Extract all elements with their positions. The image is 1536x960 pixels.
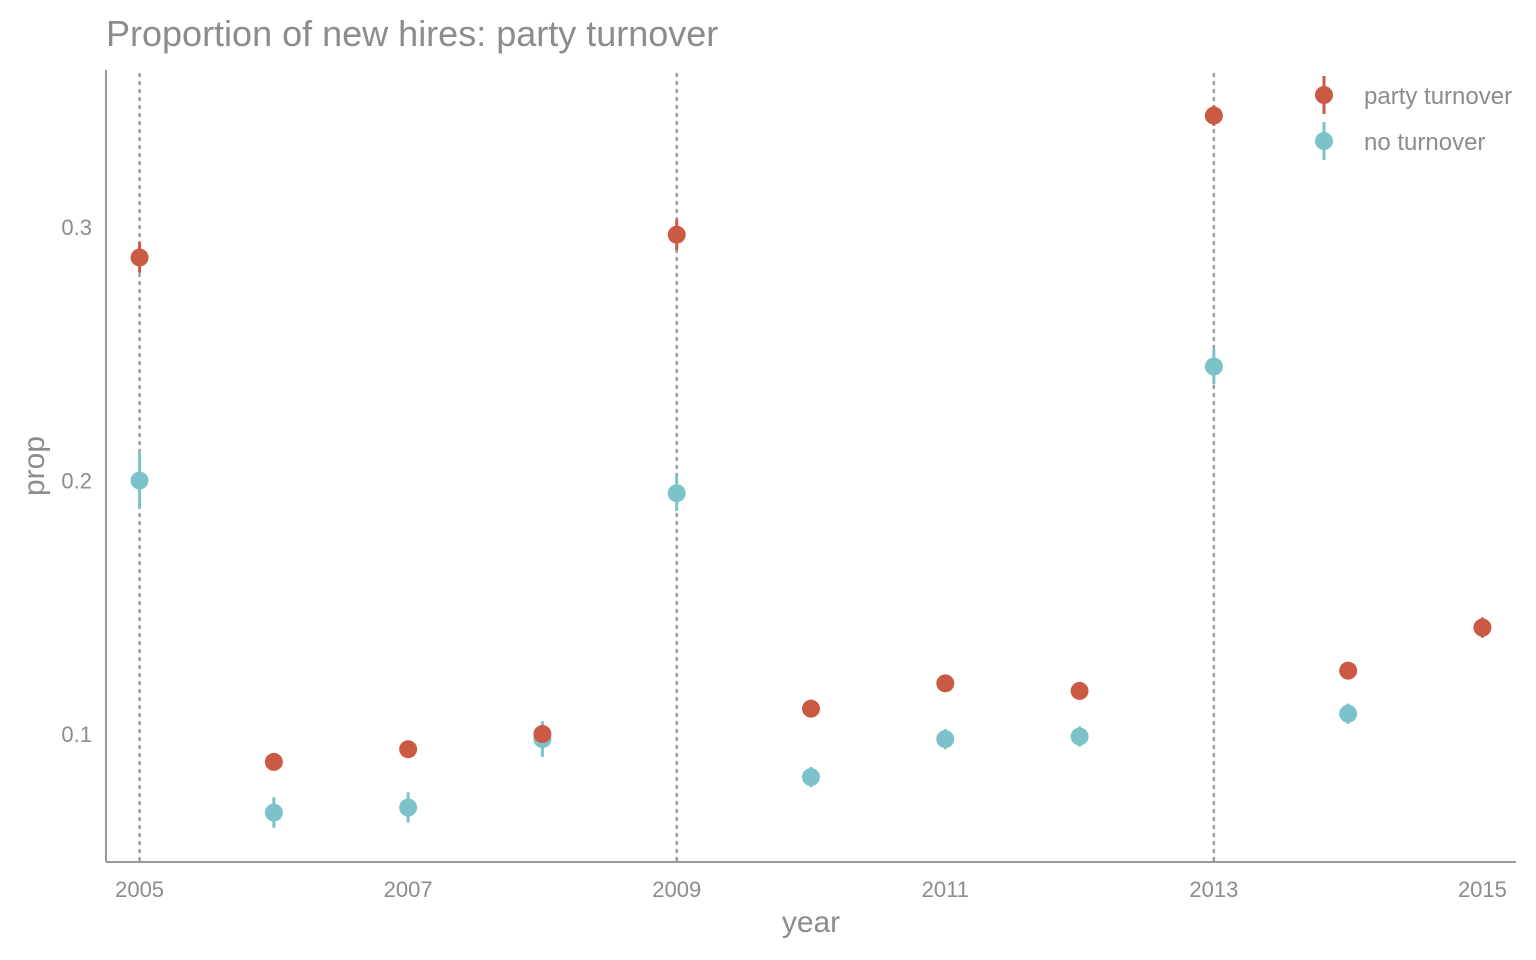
x-axis-title: year — [782, 906, 840, 939]
legend-key-point — [1315, 86, 1333, 104]
legend-label: party turnover — [1364, 83, 1512, 110]
legend-label: no turnover — [1364, 129, 1485, 156]
data-point — [264, 803, 283, 822]
legend-key-point — [1315, 132, 1333, 150]
data-point — [533, 725, 552, 744]
x-tick-label: 2005 — [115, 877, 164, 902]
data-point — [130, 471, 149, 490]
data-point — [936, 730, 955, 749]
chart-title: Proportion of new hires: party turnover — [106, 13, 718, 54]
data-point — [1204, 357, 1223, 376]
reference-lines — [138, 72, 1216, 864]
x-tick-label: 2007 — [384, 877, 433, 902]
y-tick-label: 0.1 — [61, 722, 92, 747]
data-point — [1339, 704, 1358, 723]
y-tick-label: 0.3 — [61, 215, 92, 240]
data-point — [1473, 618, 1492, 637]
x-tick-label: 2015 — [1458, 877, 1507, 902]
data-point — [130, 248, 149, 267]
x-tick-label: 2009 — [652, 877, 701, 902]
x-tick-labels: 2005 2007 2009 2011 2013 2015 — [115, 877, 1507, 902]
legend: party turnover no turnover — [1315, 76, 1512, 160]
data-point — [802, 699, 820, 718]
x-tick-label: 2011 — [922, 877, 969, 902]
y-tick-labels: 0.1 0.2 0.3 — [61, 215, 92, 747]
data-point — [936, 674, 955, 693]
data-point — [1070, 681, 1089, 700]
data-point — [1339, 661, 1358, 680]
data-point — [399, 740, 418, 759]
data-point — [1070, 727, 1089, 746]
data-points — [130, 105, 1492, 828]
y-axis-title: prop — [18, 436, 51, 496]
data-point — [667, 225, 686, 244]
x-tick-label: 2013 — [1189, 877, 1238, 902]
data-point — [1204, 106, 1223, 125]
series-party-turnover — [130, 105, 1492, 771]
data-point — [399, 798, 418, 817]
data-point — [667, 484, 686, 503]
series-no-turnover — [130, 348, 1492, 828]
data-point — [264, 752, 283, 771]
y-tick-label: 0.2 — [61, 469, 92, 494]
data-point — [802, 768, 820, 787]
